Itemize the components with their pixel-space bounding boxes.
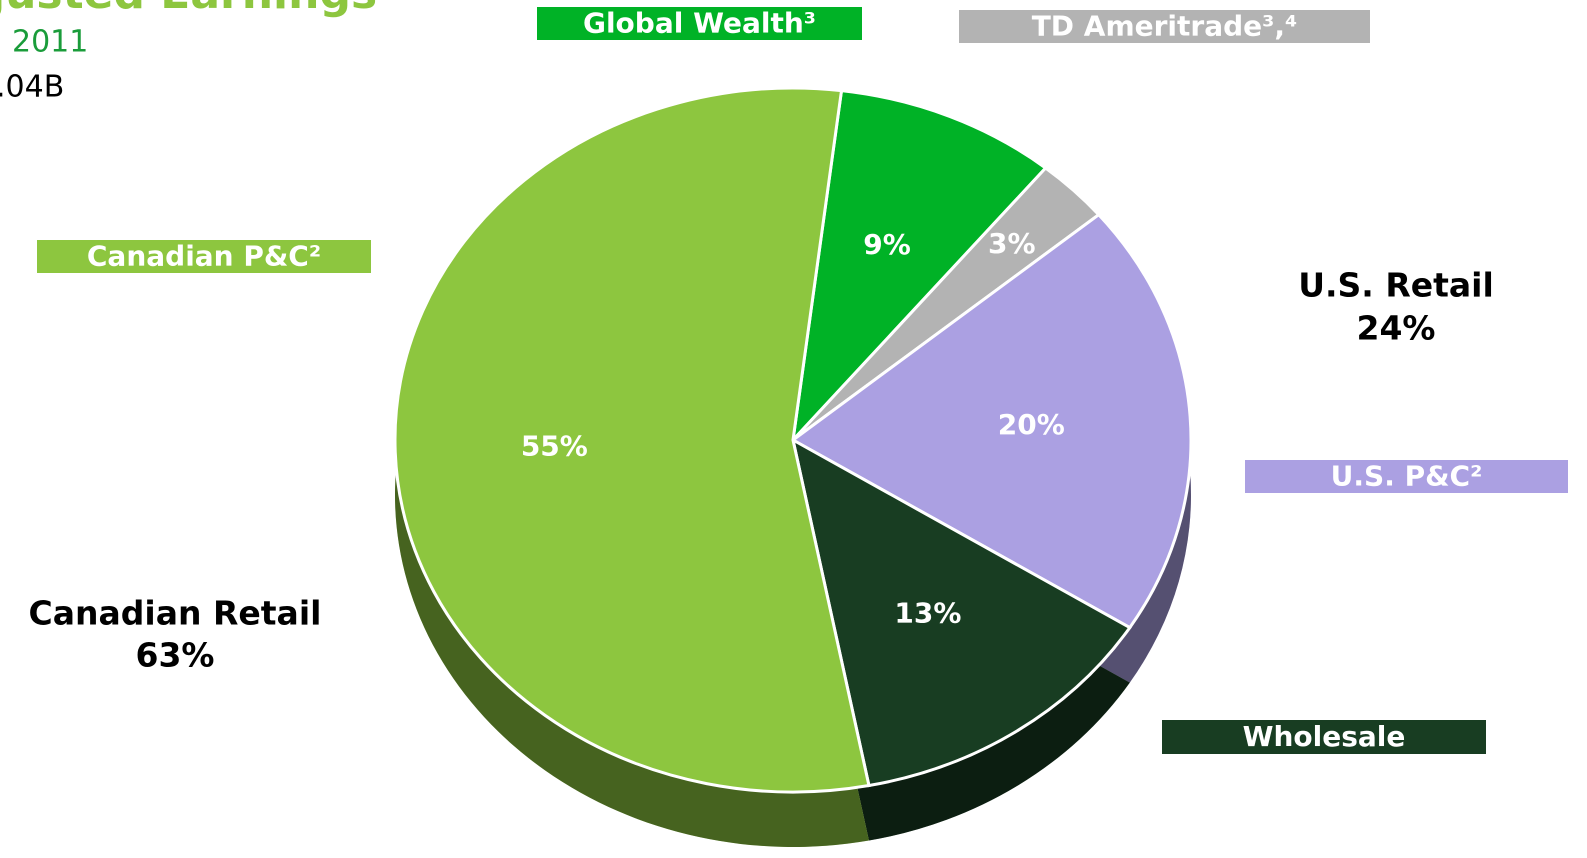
legend-label: Wholesale xyxy=(1243,720,1406,753)
legend-swatch xyxy=(537,7,862,40)
legend-label: Global Wealth³ xyxy=(583,7,816,40)
legend-swatch xyxy=(959,10,1370,43)
slice-label: 55% xyxy=(521,429,588,462)
legend-label: TD Ameritrade³,⁴ xyxy=(1032,10,1298,43)
chart-title: justed Earnings xyxy=(0,0,377,19)
slice-label: 13% xyxy=(894,596,961,629)
group-value: 63% xyxy=(136,636,215,675)
slice xyxy=(790,212,1193,630)
slice-label: 9% xyxy=(863,228,911,261)
group-value: 24% xyxy=(1357,309,1436,348)
group-label: U.S. Retail xyxy=(1298,266,1494,305)
legend-label: U.S. P&C² xyxy=(1331,460,1483,493)
group-label: Canadian Retail xyxy=(29,594,322,633)
slice-label: 3% xyxy=(988,227,1036,260)
legend-label: Canadian P&C² xyxy=(87,240,321,273)
slice-label: 20% xyxy=(998,408,1065,441)
annotation: .04B xyxy=(0,70,64,105)
chart-subtitle: 2011 xyxy=(12,25,88,60)
slice xyxy=(790,437,1132,788)
slice xyxy=(393,86,871,794)
legend-swatch xyxy=(1245,460,1568,493)
legend-swatch xyxy=(37,240,371,273)
slice xyxy=(790,88,1048,445)
legend-swatch xyxy=(1162,720,1486,754)
